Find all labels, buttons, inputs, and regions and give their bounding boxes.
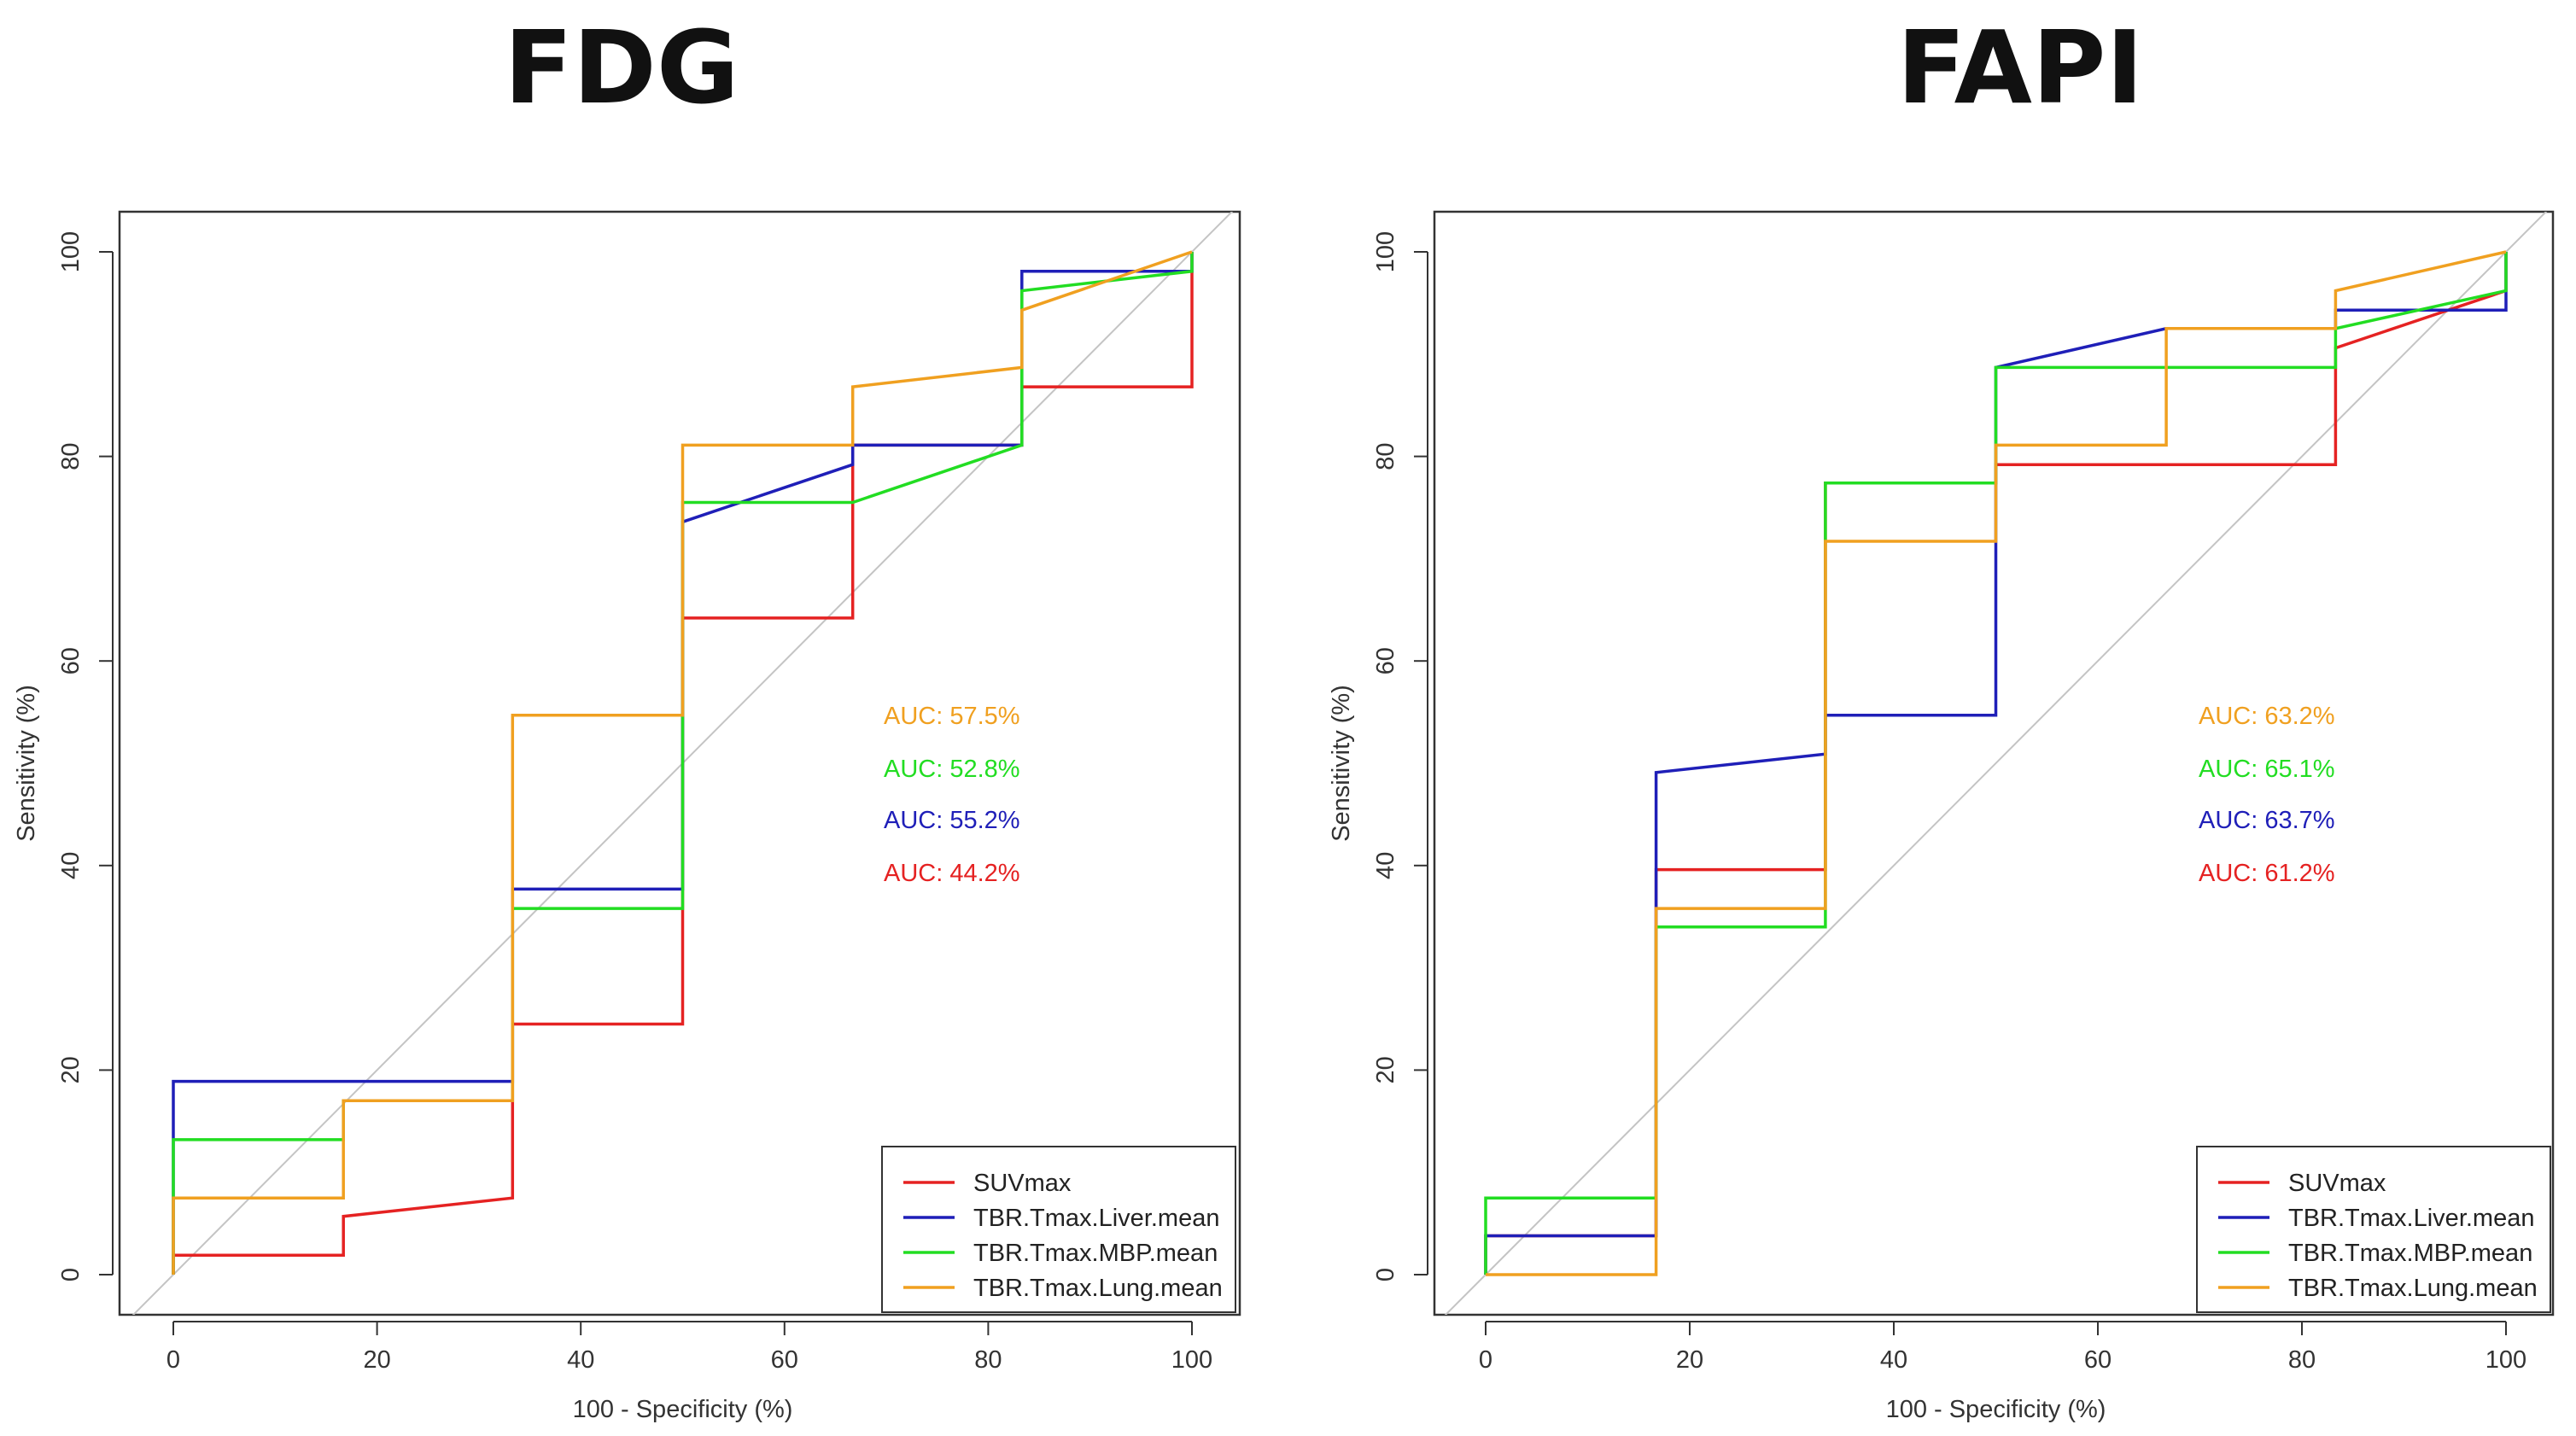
fapi-x-tick-label: 100 xyxy=(2485,1346,2526,1374)
fdg-auc-label-tbr-tmax-liver-mean: AUC: 55.2% xyxy=(884,807,1020,834)
fdg-title: FDG xyxy=(504,9,739,126)
fdg-x-axis-label: 100 - Specificity (%) xyxy=(573,1396,793,1423)
fdg-curve-tbr-tmax-lung-mean xyxy=(172,250,1193,1275)
fapi-legend-label-suvmax: SUVmax xyxy=(2288,1170,2386,1197)
fapi-y-tick-label: 80 xyxy=(1372,442,1399,470)
fdg-auc-label-tbr-tmax-mbp-mean: AUC: 52.8% xyxy=(884,756,1020,783)
fdg-y-tick-label: 60 xyxy=(57,647,85,674)
fdg-legend: SUVmax TBR.Tmax.Liver.mean TBR.Tmax.MBP.me… xyxy=(881,1146,1236,1313)
fdg-y-axis-label: Sensitivity (%) xyxy=(13,685,40,842)
fdg-legend-label-tbr-tmax-liver-mean: TBR.Tmax.Liver.mean xyxy=(973,1205,1219,1232)
fapi-y-tick-label: 100 xyxy=(1372,231,1399,272)
fapi-title: FAPI xyxy=(1897,9,2144,126)
fapi-y-axis-label: Sensitivity (%) xyxy=(1328,685,1355,842)
fdg-plot-frame xyxy=(118,210,1241,1316)
fapi-x-tick-label: 20 xyxy=(1676,1346,1703,1374)
fdg-y-tick-label: 80 xyxy=(57,442,85,470)
fdg-curve-tbr-tmax-liver-mean xyxy=(172,252,1194,1275)
fapi-legend: SUVmax TBR.Tmax.Liver.mean TBR.Tmax.MBP.me… xyxy=(2196,1146,2551,1313)
fdg-legend-label-tbr-tmax-lung-mean: TBR.Tmax.Lung.mean xyxy=(973,1275,1223,1302)
fapi-auc-label-suvmax: AUC: 61.2% xyxy=(2199,860,2335,887)
fdg-x-tick-label: 80 xyxy=(974,1346,1002,1374)
fdg-x-tick-label: 60 xyxy=(771,1346,798,1374)
fdg-y-tick-label: 40 xyxy=(57,852,85,879)
fapi-legend-box xyxy=(2196,1146,2551,1313)
fdg-y-tick-label: 0 xyxy=(57,1268,85,1281)
fdg-auc-label-tbr-tmax-lung-mean: AUC: 57.5% xyxy=(884,703,1020,730)
fapi-y-tick-label: 40 xyxy=(1372,852,1399,879)
fapi-legend-label-tbr-tmax-liver-mean: TBR.Tmax.Liver.mean xyxy=(2288,1205,2534,1232)
fdg-legend-box xyxy=(881,1146,1236,1313)
fapi-y-tick-label: 0 xyxy=(1372,1268,1399,1281)
fdg-y-tick-label: 20 xyxy=(57,1056,85,1083)
fapi-x-tick-label: 60 xyxy=(2084,1346,2112,1374)
fdg-x-tick-label: 20 xyxy=(363,1346,390,1374)
fapi-auc-label-tbr-tmax-mbp-mean: AUC: 65.1% xyxy=(2199,756,2335,783)
fapi-plot-frame xyxy=(1433,210,2555,1316)
fapi-auc-label-tbr-tmax-liver-mean: AUC: 63.7% xyxy=(2199,807,2335,834)
fapi-diagonal-reference-line xyxy=(1444,212,2548,1315)
fapi-curve-tbr-tmax-mbp-mean xyxy=(1484,252,2508,1275)
fapi-x-tick-label: 0 xyxy=(1479,1346,1492,1374)
fdg-x-tick-label: 40 xyxy=(567,1346,594,1374)
fapi-auc-label-tbr-tmax-lung-mean: AUC: 63.2% xyxy=(2199,703,2335,730)
fdg-auc-label-suvmax: AUC: 44.2% xyxy=(884,860,1020,887)
fapi-y-tick-label: 20 xyxy=(1372,1056,1399,1083)
fapi-x-tick-label: 40 xyxy=(1880,1346,1907,1374)
fdg-legend-label-tbr-tmax-mbp-mean: TBR.Tmax.MBP.mean xyxy=(973,1240,1218,1267)
fapi-legend-label-tbr-tmax-mbp-mean: TBR.Tmax.MBP.mean xyxy=(2288,1240,2532,1267)
fdg-legend-label-suvmax: SUVmax xyxy=(973,1170,1072,1197)
fapi-roc-panel: FAPI 0 20 40 60 80 100 100 - Specificity (%) 0 2… xyxy=(1328,9,2555,1423)
fdg-x-tick-label: 100 xyxy=(1171,1346,1212,1374)
fapi-x-tick-label: 80 xyxy=(2288,1346,2316,1374)
fapi-curve-tbr-tmax-lung-mean xyxy=(1486,250,2507,1276)
fdg-x-tick-label: 0 xyxy=(166,1346,180,1374)
fapi-x-axis-label: 100 - Specificity (%) xyxy=(1886,1396,2106,1423)
fapi-y-tick-label: 60 xyxy=(1372,647,1399,674)
fdg-roc-panel: FDG 0 20 40 60 80 100 100 - Specificity (%) 0 20… xyxy=(13,9,1241,1423)
fapi-legend-label-tbr-tmax-lung-mean: TBR.Tmax.Lung.mean xyxy=(2288,1275,2538,1302)
fdg-y-tick-label: 100 xyxy=(57,231,85,272)
